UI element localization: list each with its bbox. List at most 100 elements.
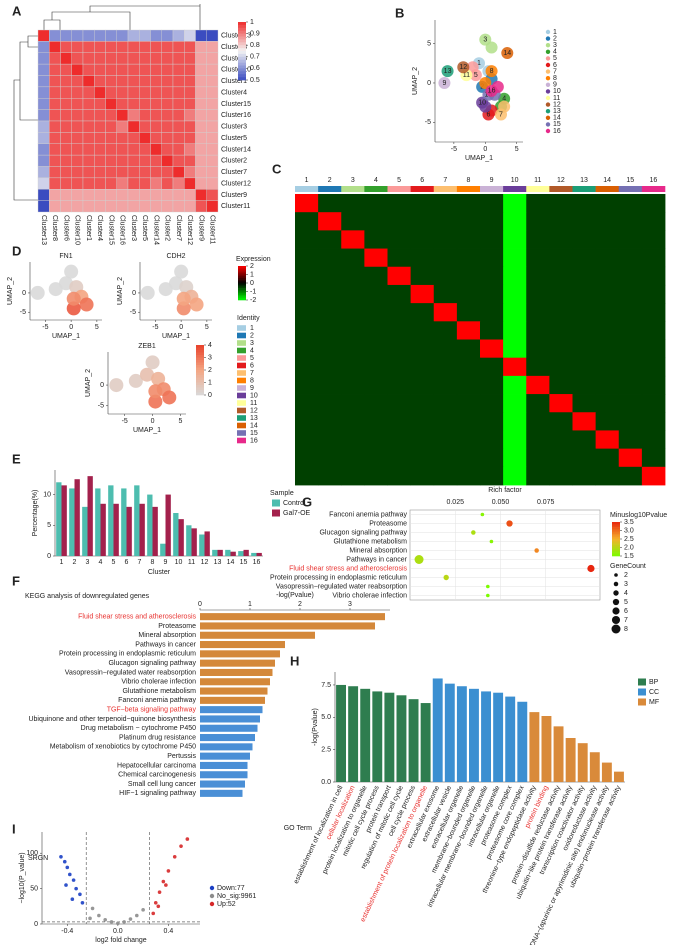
legend-label: 2 <box>250 332 254 339</box>
heatmap-cell <box>94 41 106 53</box>
point <box>587 564 595 573</box>
cluster-label: 12 <box>459 64 467 71</box>
colorbar-step <box>238 283 246 285</box>
heatmap-cell <box>641 466 666 486</box>
heatmap-cell <box>60 166 72 179</box>
heatmap-cell <box>60 200 72 213</box>
heatmap-cell <box>105 109 117 122</box>
point <box>485 65 498 78</box>
heatmap-cell <box>595 248 620 268</box>
legend-label: 13 <box>250 415 258 422</box>
colorbar-label: 1 <box>250 271 254 278</box>
legend-swatch <box>272 499 280 507</box>
point <box>438 76 451 89</box>
heatmap-cell <box>595 321 620 340</box>
column-label: Cluster4 <box>96 215 103 241</box>
y-axis-label: -log(Pvalue) <box>312 708 319 746</box>
heatmap-cell <box>82 154 95 167</box>
dendrogram-top <box>43 4 201 30</box>
heatmap-cell <box>82 143 95 156</box>
heatmap-cell <box>387 194 412 213</box>
identity-bar <box>572 186 596 192</box>
y-axis-label: UMAP_2 <box>85 369 92 397</box>
heatmap-cell <box>433 194 458 213</box>
colorbar-step <box>238 53 246 58</box>
legend-title: Identity <box>237 315 260 322</box>
heatmap-cell <box>172 98 185 110</box>
row-label: Cluster2 <box>221 158 247 165</box>
heatmap-cell <box>71 154 84 167</box>
legend-label: 6 <box>624 608 628 615</box>
heatmap-cell <box>549 284 573 304</box>
legend-marker <box>612 598 620 606</box>
heatmap-cell <box>641 430 666 450</box>
heatmap-cell <box>480 212 504 231</box>
legend-swatch <box>237 332 246 339</box>
legend-marker <box>545 29 551 35</box>
y-tick-label: Glucagon signaling pathway <box>108 660 196 667</box>
identity-label: 9 <box>490 177 494 184</box>
colorbar-step <box>612 523 620 526</box>
heatmap-cell <box>82 41 95 53</box>
colorbar-label: 0.7 <box>250 54 260 61</box>
heatmap-cell <box>82 75 95 88</box>
heatmap-cell <box>71 200 84 213</box>
identity-bar <box>364 186 388 192</box>
y-tick-label: 0 <box>22 290 26 297</box>
heatmap-cell <box>206 109 219 122</box>
heatmap-cell <box>410 357 435 377</box>
heatmap-cell <box>318 248 342 268</box>
identity-label: 16 <box>650 177 658 184</box>
heatmap-cell <box>71 52 84 65</box>
heatmap-cell <box>161 29 174 42</box>
panel-label: B <box>395 5 404 20</box>
heatmap-cell <box>127 166 140 179</box>
y-tick-label: TGF−beta signaling pathway <box>107 706 197 713</box>
x-tick-label: 2 <box>73 559 77 566</box>
heatmap-cell <box>71 166 84 179</box>
colorbar-step <box>196 347 204 351</box>
bar <box>469 688 479 782</box>
heatmap-cell <box>618 303 643 322</box>
colorbar-step <box>238 294 246 297</box>
heatmap-cell <box>341 430 365 450</box>
heatmap-cell <box>60 177 72 190</box>
y-tick-label: Small cell lung cancer <box>128 781 197 788</box>
heatmap-cell <box>94 98 106 110</box>
heatmap-cell <box>641 375 666 395</box>
bar <box>199 534 205 556</box>
bar <box>147 494 153 556</box>
x-axis-label: UMAP_1 <box>52 333 80 340</box>
identity-bar <box>410 186 435 192</box>
heatmap-cell <box>456 430 481 450</box>
heatmap-cell <box>161 189 174 201</box>
heatmap-cell <box>161 41 174 53</box>
heatmap-cell <box>526 466 550 486</box>
heatmap-cell <box>105 143 117 156</box>
colorbar-label: 2 <box>250 263 254 270</box>
y-tick-label: Mineral absorption <box>349 547 407 554</box>
legend-title: Expression <box>236 256 271 263</box>
heatmap-cell <box>341 212 365 231</box>
heatmap-cell <box>618 284 643 304</box>
heatmap-cell <box>184 166 196 179</box>
heatmap-cell <box>503 230 527 249</box>
y-axis-label: UMAP_2 <box>7 277 14 305</box>
heatmap-cell <box>318 194 342 213</box>
heatmap-cell <box>549 194 573 213</box>
x-tick-label: -5 <box>122 418 128 425</box>
bar <box>553 726 564 782</box>
y-tick-label: 10 <box>43 491 51 498</box>
heatmap-cell <box>139 143 151 156</box>
panel-label: C <box>272 161 282 176</box>
identity-label: 7 <box>443 177 447 184</box>
colorbar-step <box>238 286 246 289</box>
column-label: Cluster15 <box>107 215 114 245</box>
x-tick-label: 10 <box>175 559 183 566</box>
identity-label: 10 <box>511 177 519 184</box>
heatmap-cell <box>82 98 95 110</box>
bar <box>126 506 132 556</box>
heatmap-cell <box>195 189 207 201</box>
point <box>480 512 485 517</box>
colorbar-step <box>238 289 246 292</box>
